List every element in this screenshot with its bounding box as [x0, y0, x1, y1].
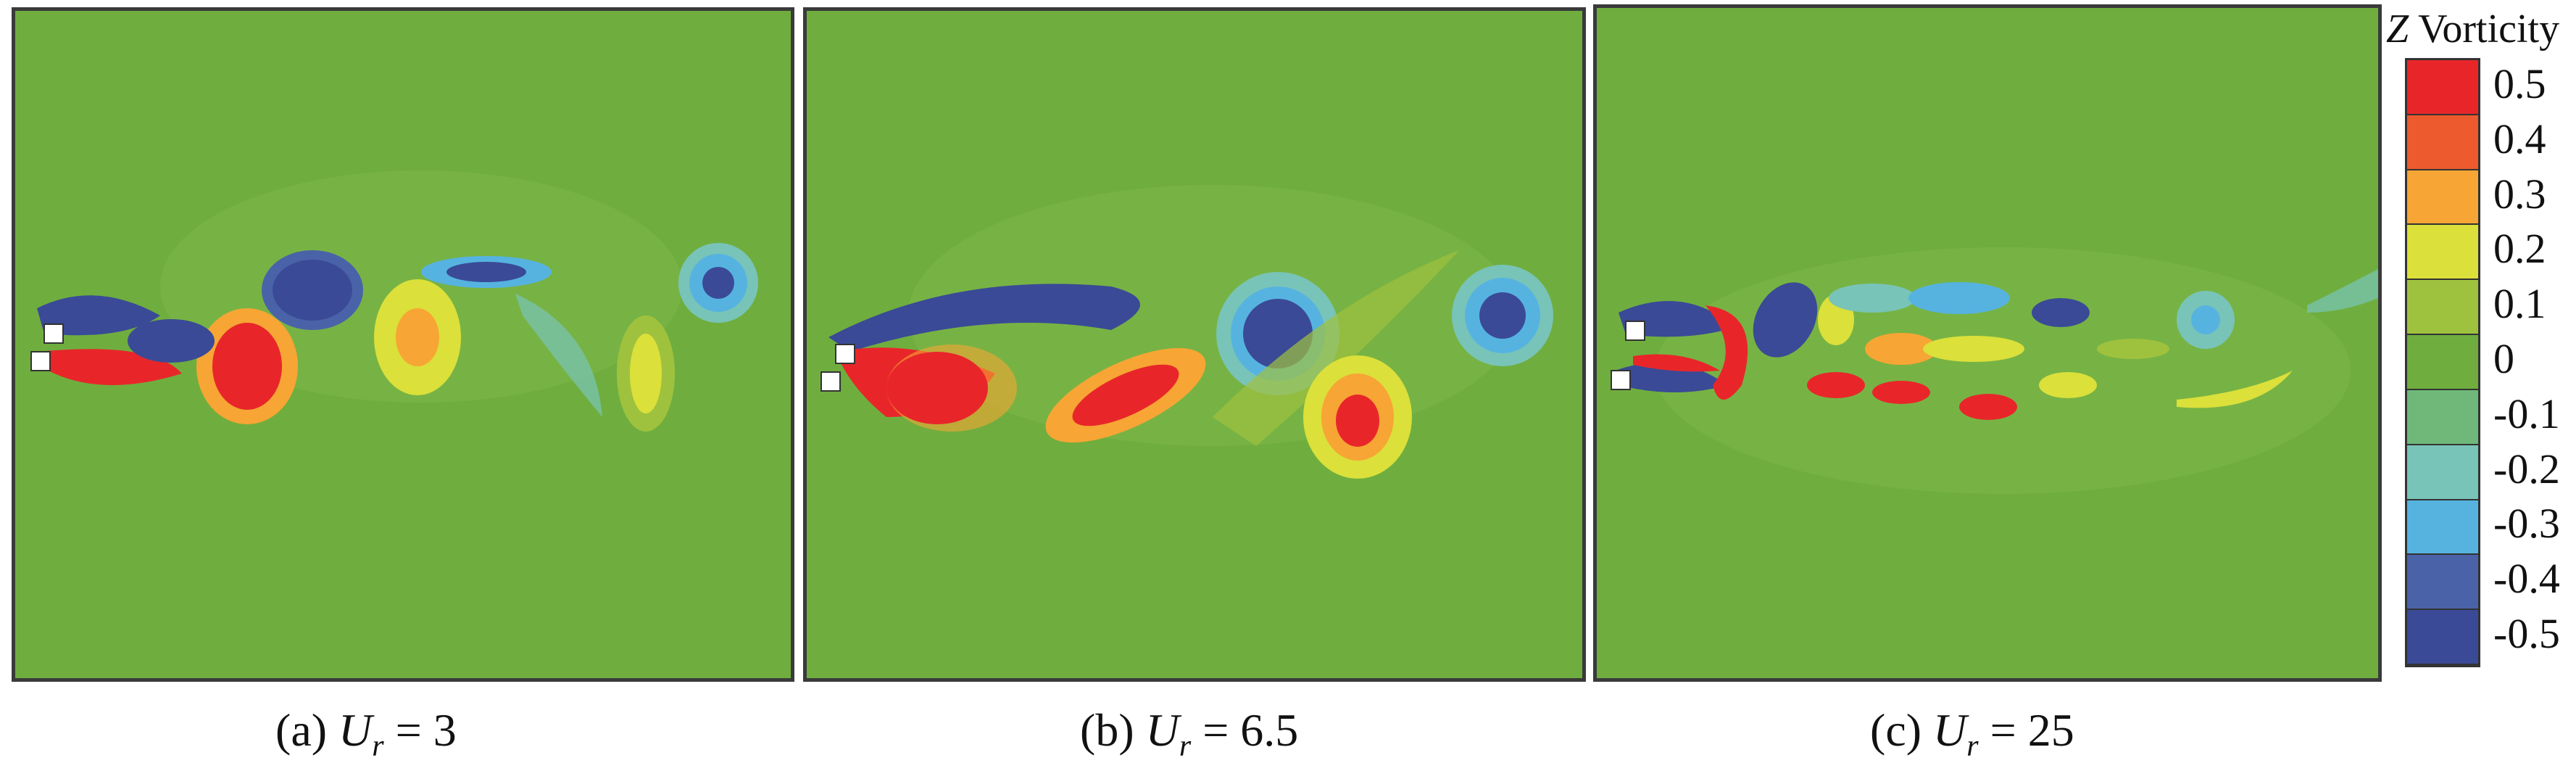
- colorbar-segment: [2407, 555, 2478, 611]
- vorticity-field-a: [30, 170, 758, 432]
- colorbar: [2405, 58, 2480, 667]
- colorbar-segment: [2407, 445, 2478, 500]
- colorbar-label: -0.2: [2493, 445, 2560, 492]
- colorbar-label: 0.3: [2493, 170, 2546, 218]
- contour-panel-a: [12, 7, 794, 682]
- caption-subscript: r: [372, 730, 384, 763]
- colorbar-segment: [2407, 60, 2478, 115]
- contour-panel-c: [1593, 4, 2382, 682]
- contour-panel-b: [803, 7, 1586, 682]
- caption-prefix: (c): [1870, 704, 1934, 756]
- colorbar-segment: [2407, 115, 2478, 170]
- colorbar-label: 0.2: [2493, 225, 2546, 273]
- colorbar-segment: [2407, 500, 2478, 556]
- colorbar-segment: [2407, 335, 2478, 390]
- caption-subscript: r: [1179, 730, 1192, 763]
- colorbar-label: -0.1: [2493, 389, 2560, 437]
- colorbar-label: -0.4: [2493, 555, 2560, 603]
- caption-symbol: U: [338, 704, 373, 756]
- caption-prefix: (b): [1080, 704, 1146, 756]
- colorbar-title-symbol: Z: [2386, 7, 2409, 51]
- colorbar-label: 0.1: [2493, 280, 2546, 328]
- caption-suffix: = 25: [1978, 704, 2074, 756]
- caption-symbol: U: [1145, 704, 1179, 756]
- caption-panel-a: (a) Ur = 3: [275, 704, 457, 763]
- colorbar-segment: [2407, 280, 2478, 336]
- colorbar-label: -0.5: [2493, 610, 2560, 658]
- caption-prefix: (a): [275, 704, 339, 756]
- caption-suffix: = 3: [383, 704, 457, 756]
- colorbar-segment: [2407, 170, 2478, 226]
- colorbar-segment: [2407, 389, 2478, 445]
- caption-symbol: U: [1933, 704, 1967, 756]
- colorbar-label: 0.5: [2493, 59, 2546, 107]
- colorbar-label: 0: [2493, 335, 2514, 382]
- vorticity-field-b: [820, 185, 1553, 479]
- colorbar-label: 0.4: [2493, 115, 2546, 162]
- caption-panel-c: (c) Ur = 25: [1870, 704, 2074, 763]
- vorticity-field-c: [1611, 247, 2378, 494]
- caption-subscript: r: [1966, 730, 1979, 763]
- colorbar-segment: [2407, 225, 2478, 281]
- colorbar-label: -0.3: [2493, 500, 2560, 548]
- colorbar-segment: [2407, 610, 2478, 665]
- caption-suffix: = 6.5: [1191, 704, 1299, 756]
- colorbar-title-text: Vorticity: [2409, 7, 2560, 51]
- caption-panel-b: (b) Ur = 6.5: [1080, 704, 1299, 763]
- colorbar-title: Z Vorticity: [2386, 6, 2559, 52]
